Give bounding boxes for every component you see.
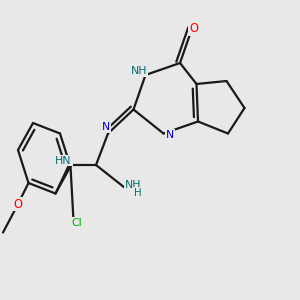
Text: NH: NH [125, 179, 141, 190]
Text: N: N [101, 122, 110, 133]
Text: HN: HN [56, 155, 72, 166]
Text: O: O [14, 197, 22, 211]
Text: NH: NH [130, 66, 147, 76]
Text: N: N [166, 130, 174, 140]
Text: O: O [189, 22, 198, 35]
Text: H: H [134, 188, 142, 198]
Text: Cl: Cl [71, 218, 82, 228]
